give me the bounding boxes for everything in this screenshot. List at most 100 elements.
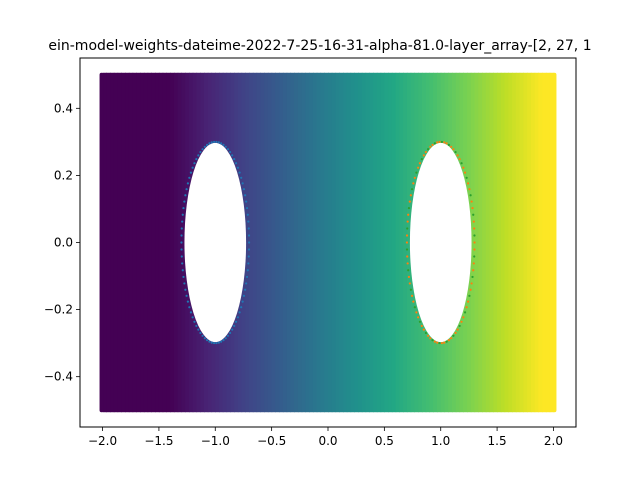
field-strip bbox=[162, 72, 168, 413]
boundary-point bbox=[233, 157, 236, 161]
boundary-point bbox=[231, 154, 234, 157]
boundary-point bbox=[185, 294, 188, 297]
field-strip bbox=[497, 72, 502, 413]
boundary-point bbox=[405, 241, 409, 244]
boundary-point bbox=[245, 282, 248, 285]
field-edge-right bbox=[552, 72, 557, 413]
field-strip bbox=[504, 72, 509, 413]
boundary-point bbox=[469, 194, 472, 197]
field-strip bbox=[519, 72, 524, 413]
boundary-point bbox=[436, 141, 439, 144]
boundary-point bbox=[473, 255, 476, 258]
field-strip bbox=[373, 72, 378, 413]
boundary-point bbox=[189, 311, 193, 314]
boundary-point bbox=[409, 194, 412, 197]
boundary-point bbox=[224, 337, 227, 340]
field-strip bbox=[485, 72, 491, 413]
boundary-point bbox=[247, 220, 250, 223]
field-strip bbox=[282, 72, 288, 413]
x-tick-label: 2.0 bbox=[544, 434, 563, 448]
boundary-point bbox=[412, 182, 415, 185]
boundary-point bbox=[244, 194, 247, 197]
boundary-point bbox=[412, 300, 415, 303]
field-strip bbox=[158, 72, 164, 413]
boundary-point bbox=[180, 255, 183, 258]
field-strip bbox=[249, 72, 254, 413]
boundary-point bbox=[426, 148, 430, 151]
boundary-point bbox=[236, 166, 239, 169]
boundary-point bbox=[210, 341, 213, 344]
boundary-point bbox=[469, 288, 472, 291]
x-tick-label: −0.5 bbox=[257, 434, 286, 448]
field-strip bbox=[125, 72, 130, 413]
field-strip bbox=[309, 72, 314, 413]
boundary-point bbox=[245, 275, 249, 279]
field-strip bbox=[545, 72, 551, 413]
boundary-point bbox=[222, 339, 225, 342]
boundary-point bbox=[433, 340, 436, 343]
field-strip bbox=[151, 72, 156, 413]
boundary-point bbox=[180, 234, 183, 237]
field-strip bbox=[320, 72, 325, 413]
field-strip bbox=[181, 72, 186, 413]
boundary-point bbox=[199, 150, 202, 154]
boundary-point bbox=[240, 306, 243, 309]
boundary-point bbox=[208, 142, 211, 145]
x-tick-label: −1.0 bbox=[201, 434, 230, 448]
field-strip bbox=[113, 72, 119, 413]
boundary-point bbox=[447, 143, 451, 146]
field-strip bbox=[380, 72, 385, 413]
boundary-point bbox=[408, 282, 411, 285]
field-strip bbox=[346, 72, 352, 413]
field-strip bbox=[267, 72, 273, 413]
boundary-point bbox=[185, 188, 188, 191]
boundary-point bbox=[407, 213, 410, 216]
boundary-point bbox=[440, 341, 444, 345]
field-strip bbox=[297, 72, 303, 413]
boundary-point bbox=[193, 162, 196, 165]
field-strip bbox=[264, 72, 269, 413]
field-strip bbox=[512, 72, 517, 413]
boundary-point bbox=[195, 157, 198, 161]
x-tick-label: 1.0 bbox=[431, 434, 450, 448]
field-strip bbox=[286, 72, 292, 413]
field-strip bbox=[170, 72, 175, 413]
field-strip bbox=[403, 72, 408, 413]
field-strip bbox=[106, 72, 111, 413]
boundary-point bbox=[465, 306, 468, 309]
field-strip bbox=[530, 72, 536, 413]
field-strip bbox=[391, 72, 397, 413]
boundary-point bbox=[407, 269, 410, 272]
boundary-point bbox=[233, 324, 236, 328]
boundary-point bbox=[244, 288, 247, 291]
field-strip bbox=[110, 72, 115, 413]
hole-masks bbox=[184, 142, 472, 343]
boundary-point bbox=[247, 241, 251, 244]
field-strip bbox=[474, 72, 479, 413]
field-strip bbox=[312, 72, 318, 413]
field-strip bbox=[166, 72, 171, 413]
boundary-point bbox=[181, 269, 184, 272]
boundary-point bbox=[406, 262, 409, 265]
field-strip bbox=[252, 72, 258, 413]
boundary-point bbox=[450, 145, 453, 148]
field-strip bbox=[534, 72, 540, 413]
boundary-point bbox=[458, 157, 461, 161]
boundary-point bbox=[224, 145, 227, 148]
field-strip bbox=[395, 72, 400, 413]
boundary-point bbox=[238, 171, 241, 174]
boundary-point bbox=[205, 143, 209, 146]
y-tick-label: 0.2 bbox=[54, 168, 73, 182]
boundary-point bbox=[445, 340, 448, 343]
boundary-point bbox=[245, 206, 249, 210]
boundary-point bbox=[420, 324, 423, 328]
boundary-point bbox=[231, 328, 234, 331]
field-strip bbox=[275, 72, 280, 413]
boundary-point bbox=[458, 324, 461, 328]
field-strip bbox=[343, 72, 348, 413]
boundary-point bbox=[247, 262, 250, 265]
boundary-point bbox=[408, 200, 411, 203]
boundary-point bbox=[241, 300, 244, 303]
field-strip bbox=[542, 72, 547, 413]
hole-2 bbox=[409, 142, 472, 343]
